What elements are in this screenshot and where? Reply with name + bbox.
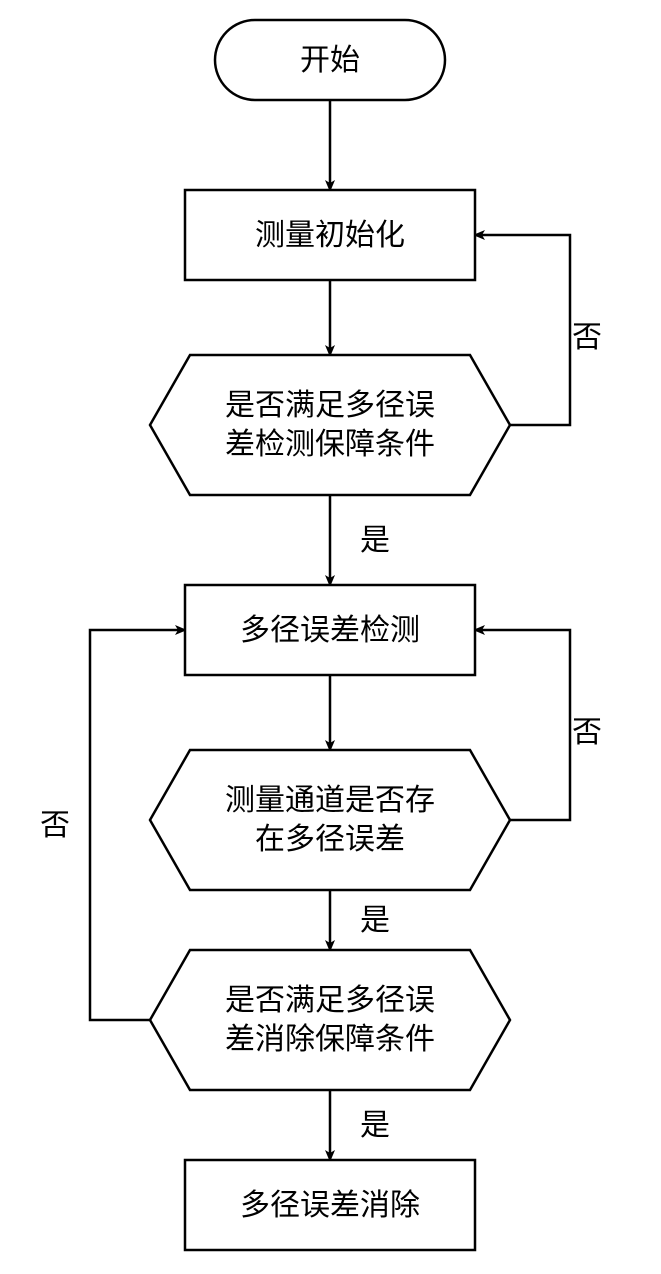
edge-label: 否 — [562, 320, 612, 354]
node-detect: 多径误差检测 — [185, 585, 475, 675]
node-dec1: 是否满足多径误差检测保障条件 — [150, 355, 510, 495]
edge-label: 否 — [562, 715, 612, 749]
edge-label: 是 — [350, 523, 400, 557]
node-dec3: 是否满足多径误差消除保障条件 — [150, 950, 510, 1090]
node-start: 开始 — [215, 20, 445, 100]
edge-label: 否 — [30, 808, 80, 842]
edge-label: 是 — [350, 1108, 400, 1142]
edge-label: 是 — [350, 903, 400, 937]
node-elim: 多径误差消除 — [185, 1160, 475, 1250]
node-init: 测量初始化 — [185, 190, 475, 280]
node-dec2: 测量通道是否存在多径误差 — [150, 750, 510, 890]
